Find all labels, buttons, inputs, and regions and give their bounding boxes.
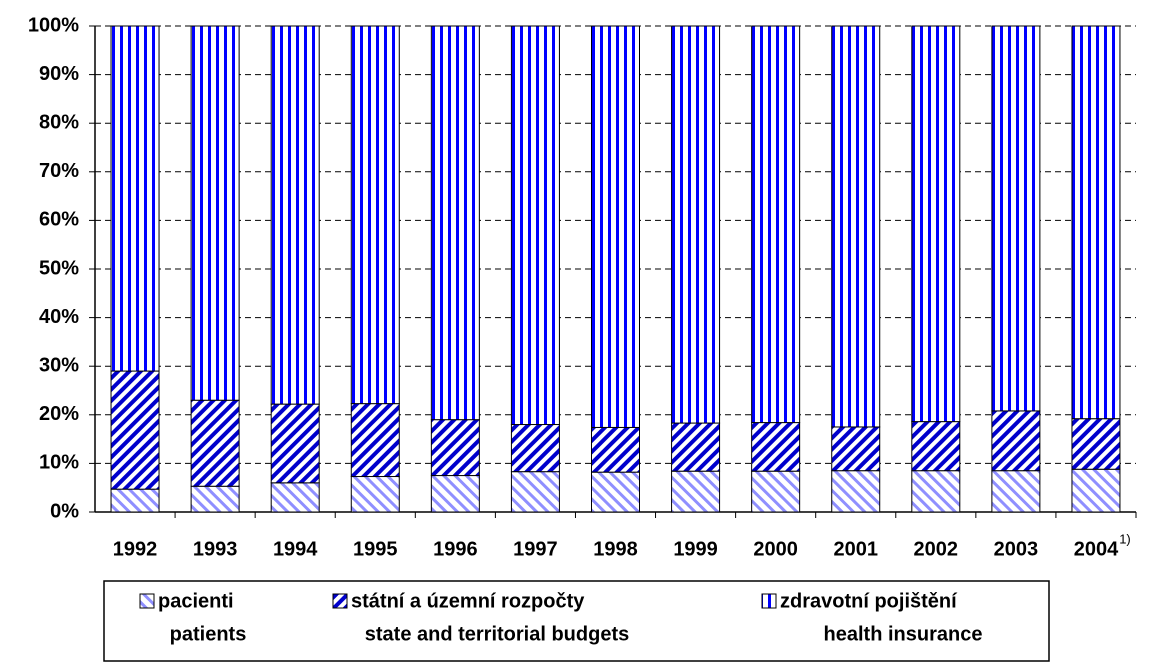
bar-segment	[911, 421, 961, 472]
legend-label-en: health insurance	[824, 623, 983, 645]
y-tick-label: 20%	[39, 403, 79, 425]
x-tick-label: 2000	[753, 538, 798, 560]
bar-segment	[671, 470, 721, 513]
bar-segment	[190, 485, 240, 513]
bar-segment	[270, 482, 320, 513]
bar-segment	[751, 422, 801, 472]
bar-segment	[911, 25, 961, 423]
y-tick-label: 80%	[39, 111, 79, 133]
bar-segment	[110, 488, 160, 513]
y-tick-label: 30%	[39, 354, 79, 376]
bar-segment	[991, 25, 1041, 412]
bar-segment	[1071, 25, 1121, 420]
legend-box	[103, 580, 1050, 662]
bar-segment	[270, 403, 320, 484]
y-tick-label: 10%	[39, 452, 79, 474]
bar-segment	[1071, 468, 1121, 513]
y-tick-label: 100%	[28, 14, 79, 36]
bar-segment	[270, 25, 320, 405]
bar-segment	[350, 403, 400, 478]
x-tick-label: 1992	[113, 538, 158, 560]
bar-segment	[110, 370, 160, 490]
bar-segment	[190, 25, 240, 401]
legend-label: zdravotní pojištění	[780, 590, 958, 612]
bar-segment	[591, 471, 640, 513]
x-tick-label: 1998	[593, 538, 638, 560]
legend-label: pacienti	[158, 590, 234, 612]
x-tick-label: 1996	[433, 538, 478, 560]
legend-swatch	[761, 593, 777, 609]
legend-swatch	[332, 593, 348, 609]
legend-swatch	[139, 593, 155, 609]
y-tick-label: 0%	[50, 500, 79, 522]
x-tick-label: 1999	[673, 538, 718, 560]
bar-segment	[430, 475, 480, 513]
bar-segment	[831, 426, 881, 472]
bar-segment	[510, 471, 560, 513]
x-tick-label: 1995	[353, 538, 398, 560]
legend-label-en: state and territorial budgets	[365, 623, 630, 645]
x-tick-label: 2002	[914, 538, 959, 560]
bar-segment	[831, 25, 881, 428]
y-tick-label: 50%	[39, 257, 79, 279]
bar-segment	[430, 25, 480, 421]
x-tick-label: 1997	[513, 538, 558, 560]
y-tick-label: 70%	[39, 160, 79, 182]
x-tick-label: 1993	[193, 538, 238, 560]
x-tick-label: 1994	[273, 538, 318, 560]
bar-segment	[751, 470, 801, 513]
bar-segment	[991, 470, 1041, 513]
bar-segment	[591, 426, 640, 473]
bar-segment	[831, 470, 881, 513]
legend-label: státní a územní rozpočty	[351, 590, 585, 612]
bar-segment	[751, 25, 801, 424]
bar-segment	[510, 424, 560, 473]
bar-segment	[911, 470, 961, 513]
bar-segment	[991, 410, 1041, 472]
bar-segment	[1071, 418, 1121, 470]
y-tick-label: 90%	[39, 63, 79, 85]
bar-segment	[350, 476, 400, 513]
x-tick-label: 2001	[833, 538, 878, 560]
footnote-mark: 1)	[1119, 531, 1131, 546]
bar-segment	[110, 25, 160, 372]
x-tick-label: 2004	[1074, 538, 1119, 560]
bar-segment	[510, 25, 560, 426]
legend-label-en: patients	[170, 623, 247, 645]
bar-segment	[591, 25, 640, 428]
bar-segment	[671, 25, 721, 424]
bar-segment	[430, 419, 480, 477]
bar-segment	[671, 422, 721, 472]
bar-segment	[190, 399, 240, 487]
x-tick-label: 2003	[994, 538, 1039, 560]
y-tick-label: 60%	[39, 209, 79, 231]
bar-segment	[350, 25, 400, 405]
y-tick-label: 40%	[39, 306, 79, 328]
